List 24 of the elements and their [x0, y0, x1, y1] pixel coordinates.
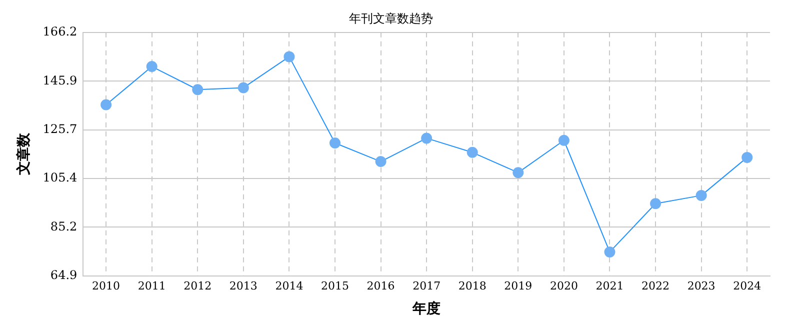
x-tick-label: 2017	[412, 279, 441, 292]
y-tick-label: 125.7	[42, 122, 78, 136]
x-tick-label: 2014	[275, 279, 304, 292]
y-tick-label: 145.9	[42, 73, 78, 88]
y-tick-label: 85.2	[50, 219, 78, 234]
x-tick-label: 2022	[642, 279, 670, 292]
x-tick-label: 2018	[458, 279, 486, 292]
y-tick-label: 64.9	[50, 268, 78, 282]
x-tick-label: 2020	[550, 279, 578, 292]
x-tick-label: 2013	[229, 279, 258, 292]
x-tick-label: 2024	[733, 279, 762, 292]
x-tick-label: 2015	[320, 279, 349, 292]
x-tick-label: 2011	[138, 279, 166, 292]
x-tick-label: 2019	[504, 279, 532, 292]
x-tick-label: 2010	[92, 279, 120, 292]
x-axis-title: 年度	[412, 300, 441, 318]
x-tick-label: 2012	[184, 279, 212, 292]
y-tick-label: 105.4	[42, 170, 78, 185]
y-tick-label: 166.2	[42, 24, 78, 39]
y-axis-title: 文章数	[15, 132, 32, 176]
chart-title: 年刊文章数趋势	[349, 11, 433, 26]
x-tick-label: 2021	[596, 279, 624, 292]
x-tick-label: 2016	[366, 279, 395, 292]
x-tick-label: 2023	[687, 279, 716, 292]
